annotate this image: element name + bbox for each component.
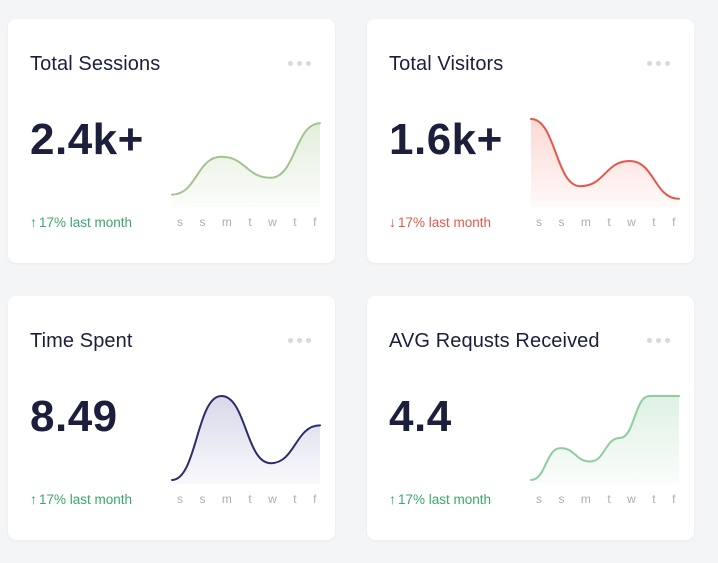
metric-value: 8.49: [30, 392, 118, 441]
sparkline-chart: [530, 118, 680, 207]
day-label: m: [580, 215, 592, 229]
sparkline-area: [531, 119, 679, 207]
day-label: t: [248, 215, 253, 229]
sparkline-area: [172, 123, 320, 207]
day-label: f: [672, 492, 676, 506]
trend-text: 17% last month: [39, 491, 133, 507]
day-label: t: [652, 215, 657, 229]
card-title: Time Spent: [30, 330, 133, 352]
day-label: t: [607, 492, 612, 506]
sparkline-line: [530, 118, 680, 200]
stat-card-total-visitors: Total Visitors 1.6k+ ↓ 17% last month s …: [367, 19, 694, 263]
day-label: w: [627, 215, 637, 229]
day-label: s: [199, 215, 206, 229]
trend-text: 17% last month: [398, 214, 492, 230]
trend-indicator: ↑ 17% last month: [30, 491, 132, 507]
more-options-icon[interactable]: [288, 338, 311, 343]
sparkline-area: [172, 396, 320, 484]
stat-card-time-spent: Time Spent 8.49 ↑ 17% last month s s m t…: [8, 296, 335, 540]
weekday-labels: s s m t w t f: [531, 215, 679, 229]
more-options-icon[interactable]: [647, 338, 670, 343]
day-label: w: [268, 215, 278, 229]
day-label: s: [536, 215, 543, 229]
day-label: m: [221, 492, 233, 506]
day-label: s: [199, 492, 206, 506]
card-title: AVG Requsts Received: [389, 330, 600, 352]
sparkline-area: [531, 396, 679, 484]
sparkline-chart: [171, 122, 321, 207]
day-label: s: [177, 492, 184, 506]
weekday-labels: s s m t w t f: [531, 492, 679, 506]
sparkline-chart: [171, 394, 321, 484]
trend-text: 17% last month: [39, 214, 133, 230]
day-label: f: [313, 215, 317, 229]
day-label: f: [672, 215, 676, 229]
card-title: Total Visitors: [389, 53, 504, 75]
day-label: s: [177, 215, 184, 229]
arrow-up-icon: ↑: [389, 491, 396, 507]
weekday-labels: s s m t w t f: [172, 492, 320, 506]
trend-indicator: ↑ 17% last month: [30, 214, 132, 230]
sparkline-line: [171, 122, 321, 196]
day-label: s: [558, 215, 565, 229]
day-label: t: [293, 215, 298, 229]
day-label: s: [558, 492, 565, 506]
day-label: f: [313, 492, 317, 506]
metric-value: 1.6k+: [389, 115, 503, 164]
trend-text: 17% last month: [398, 491, 492, 507]
more-options-icon[interactable]: [288, 61, 311, 66]
sparkline-chart: [530, 395, 680, 484]
day-label: s: [536, 492, 543, 506]
stat-card-avg-requests-received: AVG Requsts Received 4.4 ↑ 17% last mont…: [367, 296, 694, 540]
arrow-down-icon: ↓: [389, 214, 396, 230]
arrow-up-icon: ↑: [30, 214, 37, 230]
more-options-icon[interactable]: [647, 61, 670, 66]
day-label: m: [580, 492, 592, 506]
day-label: w: [627, 492, 637, 506]
day-label: t: [607, 215, 612, 229]
day-label: w: [268, 492, 278, 506]
arrow-up-icon: ↑: [30, 491, 37, 507]
trend-indicator: ↑ 17% last month: [389, 491, 491, 507]
trend-indicator: ↓ 17% last month: [389, 214, 491, 230]
day-label: t: [248, 492, 253, 506]
sparkline-line: [530, 395, 680, 481]
card-title: Total Sessions: [30, 53, 161, 75]
day-label: t: [293, 492, 298, 506]
metric-value: 4.4: [389, 392, 452, 441]
sparkline-line: [171, 394, 321, 481]
day-label: m: [221, 215, 233, 229]
stat-card-total-sessions: Total Sessions 2.4k+ ↑ 17% last month s …: [8, 19, 335, 263]
metric-value: 2.4k+: [30, 115, 144, 164]
weekday-labels: s s m t w t f: [172, 215, 320, 229]
day-label: t: [652, 492, 657, 506]
